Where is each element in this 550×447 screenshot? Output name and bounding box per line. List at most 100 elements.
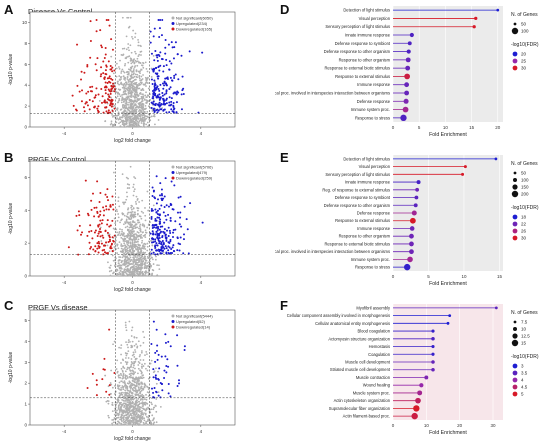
point-upregulated — [170, 248, 173, 251]
size-legend-title: N. of Genes — [511, 310, 538, 316]
term-label: Muscle system proc. — [353, 390, 390, 395]
point-not-significant — [128, 49, 130, 52]
point-not-significant — [134, 36, 136, 39]
point-not-significant — [143, 225, 146, 228]
point-downregulated — [105, 64, 108, 67]
point-not-significant — [122, 370, 124, 373]
point-not-significant — [131, 265, 133, 268]
point-not-significant — [120, 422, 123, 425]
point-upregulated — [157, 53, 160, 56]
point-upregulated — [152, 189, 155, 192]
point-not-significant — [117, 407, 120, 410]
point-not-significant — [128, 367, 131, 370]
point-upregulated — [201, 221, 204, 224]
point-downregulated — [103, 251, 106, 254]
point-not-significant — [113, 104, 116, 107]
point-upregulated — [167, 213, 170, 216]
point-not-significant — [125, 191, 128, 194]
size-legend-dot — [513, 22, 517, 26]
point-not-significant — [139, 83, 142, 86]
point-not-significant — [139, 272, 142, 274]
point-not-significant — [140, 106, 143, 109]
point-not-significant — [146, 391, 149, 394]
point-not-significant — [112, 421, 115, 424]
point-downregulated — [102, 236, 105, 239]
point-downregulated — [90, 208, 93, 211]
point-not-significant — [146, 402, 149, 405]
point-not-significant — [139, 354, 141, 356]
point-not-significant — [135, 393, 138, 396]
point-not-significant — [98, 99, 101, 102]
color-legend-dot — [512, 65, 518, 71]
point-upregulated — [154, 208, 157, 211]
point-downregulated — [102, 214, 105, 217]
point-not-significant — [142, 405, 145, 407]
point-not-significant — [141, 407, 144, 410]
point-not-significant — [133, 176, 135, 178]
point-not-significant — [143, 122, 146, 125]
point-not-significant — [138, 120, 141, 123]
point-downregulated — [107, 88, 110, 91]
point-not-significant — [131, 37, 134, 40]
point-not-significant — [138, 362, 141, 364]
point-upregulated — [165, 97, 168, 100]
point-downregulated — [111, 48, 114, 51]
point-upregulated — [176, 211, 179, 214]
point-downregulated — [84, 179, 87, 182]
point-upregulated — [158, 216, 161, 219]
point-not-significant — [128, 262, 130, 265]
point-not-significant — [131, 243, 134, 245]
point-not-significant — [116, 81, 119, 83]
point-not-significant — [110, 55, 113, 58]
point-not-significant — [132, 120, 135, 123]
point-not-significant — [135, 274, 138, 277]
point-not-significant — [139, 70, 142, 72]
point-upregulated — [167, 43, 170, 46]
point-upregulated — [157, 96, 160, 99]
point-not-significant — [116, 371, 119, 374]
point-not-significant — [123, 397, 125, 400]
point-downregulated — [103, 209, 106, 212]
point-not-significant — [142, 125, 145, 128]
point-not-significant — [135, 203, 138, 205]
x-tick-label: 4 — [200, 131, 203, 136]
enrichment-point — [409, 226, 415, 231]
point-not-significant — [140, 113, 142, 116]
enrichment-point — [474, 16, 478, 21]
point-not-significant — [143, 266, 146, 269]
point-not-significant — [112, 171, 115, 174]
point-not-significant — [139, 62, 142, 64]
point-not-significant — [139, 235, 142, 238]
point-not-significant — [132, 267, 135, 269]
point-not-significant — [129, 57, 132, 60]
point-not-significant — [136, 409, 139, 412]
size-legend-label: 10 — [521, 327, 527, 332]
point-not-significant — [130, 214, 133, 217]
size-legend-label: 50 — [521, 171, 527, 176]
point-downregulated — [99, 75, 102, 78]
point-not-significant — [135, 403, 138, 405]
point-not-significant — [123, 423, 126, 426]
point-not-significant — [115, 121, 118, 124]
point-not-significant — [125, 354, 128, 357]
point-upregulated — [171, 246, 174, 249]
enrichment-point — [448, 314, 452, 317]
point-not-significant — [139, 390, 142, 393]
enrichment-point — [496, 8, 500, 12]
point-not-significant — [129, 95, 131, 97]
point-not-significant — [134, 93, 137, 96]
point-not-significant — [144, 274, 147, 277]
x-tick-label: -4 — [62, 280, 66, 285]
term-label: Innate immune response — [345, 33, 391, 38]
point-downregulated — [76, 84, 79, 87]
point-not-significant — [138, 225, 141, 228]
point-upregulated — [161, 389, 164, 392]
x-tick-label: 4 — [200, 280, 203, 285]
point-not-significant — [108, 250, 111, 253]
color-legend-dot — [512, 391, 518, 397]
point-downregulated — [96, 242, 99, 245]
point-not-significant — [132, 412, 135, 415]
point-not-significant — [114, 222, 117, 225]
point-downregulated — [111, 236, 114, 239]
point-not-significant — [127, 211, 130, 214]
